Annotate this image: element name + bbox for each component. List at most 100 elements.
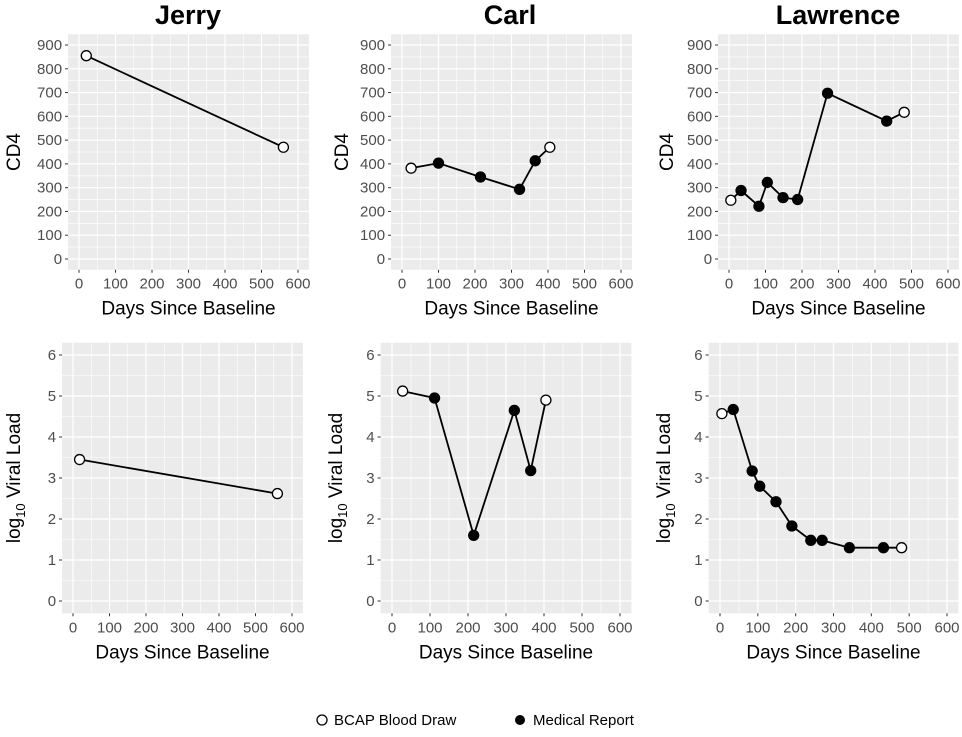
y-tick-label: 5 — [694, 388, 702, 405]
y-axis-label: CD4 — [332, 133, 353, 171]
point-bcap-blood-draw — [716, 407, 728, 420]
panel-3: 0 100 200 300 400 500 600 0 1 2 3 4 5 6 Days Since Bas… — [4, 342, 305, 663]
x-tick-label: 400 — [859, 619, 884, 636]
x-tick-label: 500 — [249, 276, 274, 293]
x-tick-label: 400 — [206, 619, 231, 636]
y-axis-label: CD4 — [657, 133, 678, 171]
y-tick-label: 1 — [694, 552, 702, 569]
x-tick-label: 100 — [745, 619, 770, 636]
y-tick-label: 2 — [366, 511, 374, 528]
panel-title: Jerry — [155, 0, 221, 30]
y-tick-label: 0 — [704, 251, 712, 268]
y-tick-label: 4 — [48, 429, 56, 446]
point-medical-report — [753, 200, 765, 212]
point-bcap-blood-draw — [271, 487, 284, 500]
y-tick-label: 300 — [37, 180, 62, 197]
y-tick-label: 400 — [360, 156, 385, 173]
y-tick-label: 700 — [37, 85, 62, 102]
x-tick-label: 500 — [569, 619, 594, 636]
y-tick-label: 600 — [37, 108, 62, 125]
y-label-rest: Viral Load — [654, 413, 675, 504]
y-tick-label: 500 — [37, 132, 62, 149]
legend-filled-circle-icon — [515, 715, 525, 725]
x-tick-label: 200 — [139, 276, 164, 293]
point-medical-report — [877, 542, 890, 554]
y-tick-label: 2 — [48, 511, 56, 528]
point-medical-report — [727, 403, 739, 416]
legend-open-circle-icon — [316, 714, 328, 726]
y-tick-label: 5 — [48, 388, 56, 405]
x-tick-label: 200 — [133, 619, 158, 636]
x-tick-label: 200 — [783, 619, 808, 636]
x-tick-label: 500 — [243, 619, 268, 636]
y-tick-label: 2 — [694, 511, 702, 528]
x-tick-label: 400 — [531, 619, 556, 636]
x-tick-label: 300 — [170, 619, 195, 636]
series-line — [79, 458, 278, 495]
point-medical-report — [513, 183, 526, 195]
y-tick-label: 400 — [37, 156, 62, 173]
x-tick-label: 400 — [535, 276, 560, 293]
y-tick-label: 900 — [360, 37, 385, 54]
y-tick-label: 3 — [48, 470, 56, 487]
point-medical-report — [843, 542, 856, 554]
point-medical-report — [777, 192, 789, 204]
x-tick-label: 600 — [934, 619, 959, 636]
y-tick-label: 800 — [687, 61, 712, 78]
panel-4: 0 100 200 300 400 500 600 0 1 2 3 4 5 6 Days Since Bas… — [326, 342, 633, 663]
y-axis-label: CD4 — [4, 133, 25, 171]
y-tick-label: 0 — [54, 251, 62, 268]
point-bcap-blood-draw — [80, 50, 92, 62]
x-tick-label: 0 — [69, 619, 77, 636]
point-bcap-blood-draw — [544, 141, 556, 153]
point-medical-report — [791, 193, 804, 206]
x-tick-label: 0 — [716, 619, 724, 636]
x-tick-label: 200 — [455, 619, 480, 636]
point-bcap-blood-draw — [405, 162, 417, 174]
x-tick-label: 600 — [607, 619, 632, 636]
x-tick-label: 100 — [753, 276, 778, 293]
y-tick-label: 3 — [366, 470, 374, 487]
x-tick-label: 500 — [897, 619, 922, 636]
x-tick-label: 500 — [572, 276, 597, 293]
point-bcap-blood-draw — [895, 542, 908, 554]
y-tick-label: 800 — [360, 61, 385, 78]
point-medical-report — [821, 87, 834, 99]
y-tick-label: 6 — [366, 347, 374, 364]
x-tick-label: 600 — [608, 276, 633, 293]
y-tick-label: 1 — [48, 552, 56, 569]
y-tick-label: 800 — [37, 61, 62, 78]
point-medical-report — [432, 157, 445, 169]
y-axis-label: log10 Viral Load — [4, 413, 28, 543]
x-tick-label: 200 — [789, 276, 814, 293]
point-medical-report — [468, 529, 480, 542]
point-medical-report — [529, 155, 541, 167]
x-axis-label: Days Since Baseline — [101, 299, 275, 320]
y-tick-label: 100 — [37, 227, 62, 244]
point-bcap-blood-draw — [73, 453, 86, 466]
point-medical-report — [881, 115, 893, 127]
panel-1: 0 100 200 300 400 500 600 0 100 200 300 400 500 600 70… — [332, 0, 634, 320]
y-label-log: log — [326, 518, 347, 543]
point-medical-report — [761, 176, 773, 189]
y-tick-label: 4 — [366, 429, 374, 446]
x-tick-label: 0 — [388, 619, 396, 636]
x-tick-label: 300 — [821, 619, 846, 636]
y-label-log: log — [4, 518, 25, 543]
y-tick-label: 200 — [37, 203, 62, 220]
panel-title: Carl — [484, 0, 537, 30]
y-tick-label: 3 — [694, 470, 702, 487]
point-bcap-blood-draw — [396, 385, 409, 397]
x-axis-label: Days Since Baseline — [424, 299, 598, 320]
panel-0: 0 100 200 300 400 500 600 0 100 200 300 400 500 600 70… — [4, 0, 311, 320]
point-medical-report — [428, 392, 441, 404]
y-tick-label: 0 — [366, 593, 374, 610]
y-label-subscript: 10 — [335, 503, 350, 517]
point-bcap-blood-draw — [540, 394, 552, 406]
x-tick-label: 600 — [285, 276, 310, 293]
y-tick-label: 4 — [694, 429, 702, 446]
y-label-subscript: 10 — [13, 503, 28, 517]
y-tick-label: 400 — [687, 156, 712, 173]
panel-2: 0 100 200 300 400 500 600 0 100 200 300 400 500 600 70… — [657, 0, 961, 320]
x-axis-label: Days Since Baseline — [419, 642, 593, 663]
